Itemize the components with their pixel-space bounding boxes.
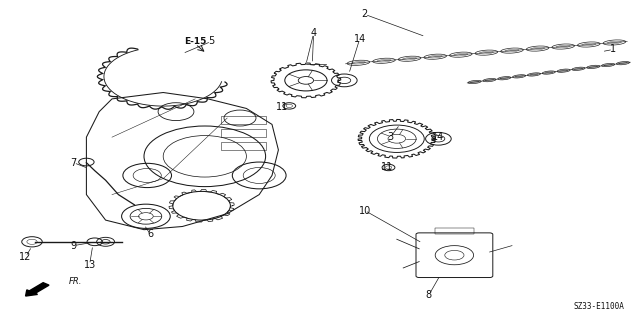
Text: 1: 1 <box>610 44 616 55</box>
Text: 5: 5 <box>208 36 214 47</box>
Bar <box>221 129 266 137</box>
Text: E-15: E-15 <box>184 37 206 46</box>
Text: SZ33-E1100A: SZ33-E1100A <box>573 302 624 311</box>
Text: 10: 10 <box>358 205 371 216</box>
Text: 8: 8 <box>426 290 432 300</box>
Text: 11: 11 <box>381 162 394 173</box>
FancyArrow shape <box>26 283 49 296</box>
Text: 6: 6 <box>147 229 154 240</box>
Text: 3: 3 <box>387 132 394 142</box>
Text: 13: 13 <box>83 260 96 270</box>
Bar <box>221 116 266 124</box>
Bar <box>221 142 266 150</box>
Bar <box>435 228 474 234</box>
Text: 11: 11 <box>275 102 288 112</box>
Text: 7: 7 <box>70 158 77 168</box>
Text: 14: 14 <box>432 132 445 142</box>
Text: 12: 12 <box>19 252 32 262</box>
Text: FR.: FR. <box>68 277 82 286</box>
Text: 14: 14 <box>353 34 366 44</box>
Text: 9: 9 <box>70 241 77 251</box>
Text: 2: 2 <box>362 9 368 19</box>
Text: 4: 4 <box>310 28 317 39</box>
